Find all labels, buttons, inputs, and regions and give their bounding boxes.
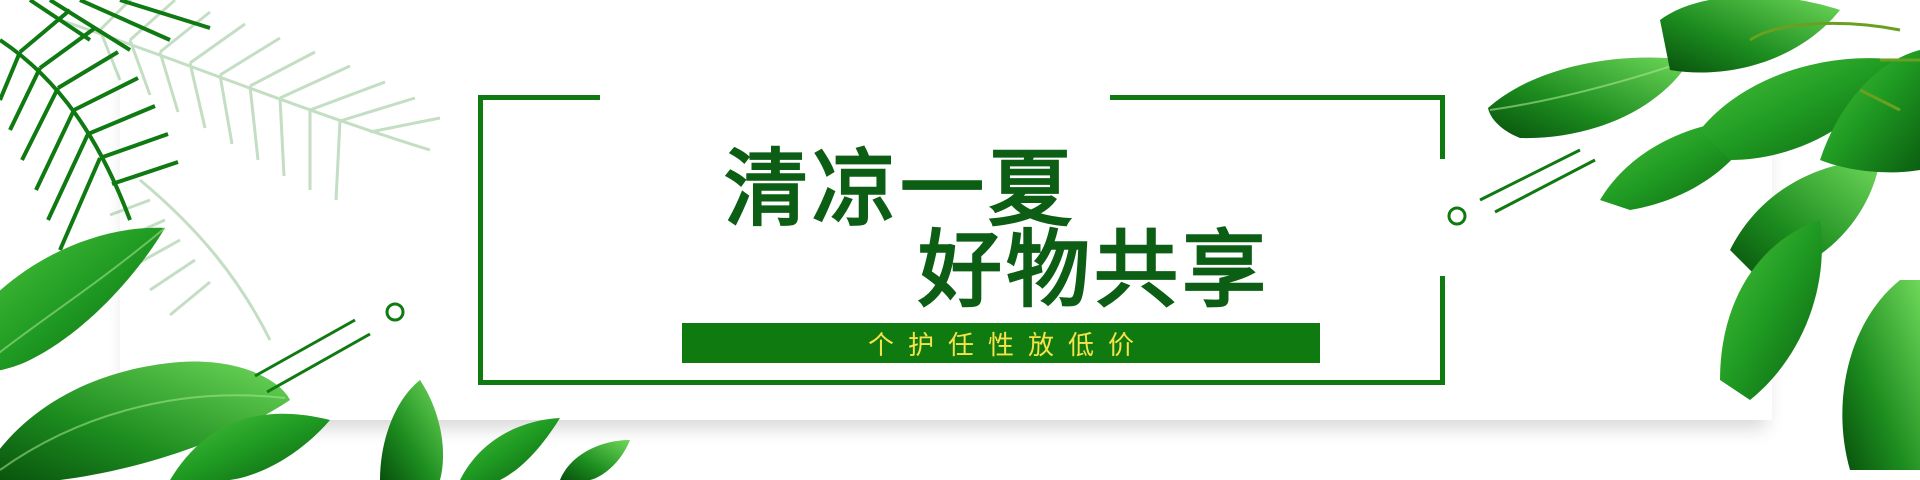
frame-right-upper (1440, 95, 1445, 159)
frame-top-right (1110, 95, 1445, 100)
tree-leaves-icon (1488, 0, 1920, 470)
frame-bottom (478, 380, 1445, 385)
headline-line-1: 清凉一夏 (724, 139, 1077, 238)
ring-dot-icon-right (1447, 148, 1596, 226)
frame-right-lower (1440, 276, 1445, 385)
palm-frond-icon (0, 0, 211, 251)
frame-top-left (478, 95, 600, 100)
ring-dot-icon-left (254, 302, 405, 394)
tagline-bar[interactable]: 个护任性放低价 (682, 323, 1320, 363)
tagline-text: 个护任性放低价 (867, 330, 1148, 361)
banana-leaf-icon (0, 227, 630, 480)
frame-left (478, 95, 483, 385)
headline-line-2: 好物共享 (918, 220, 1271, 319)
